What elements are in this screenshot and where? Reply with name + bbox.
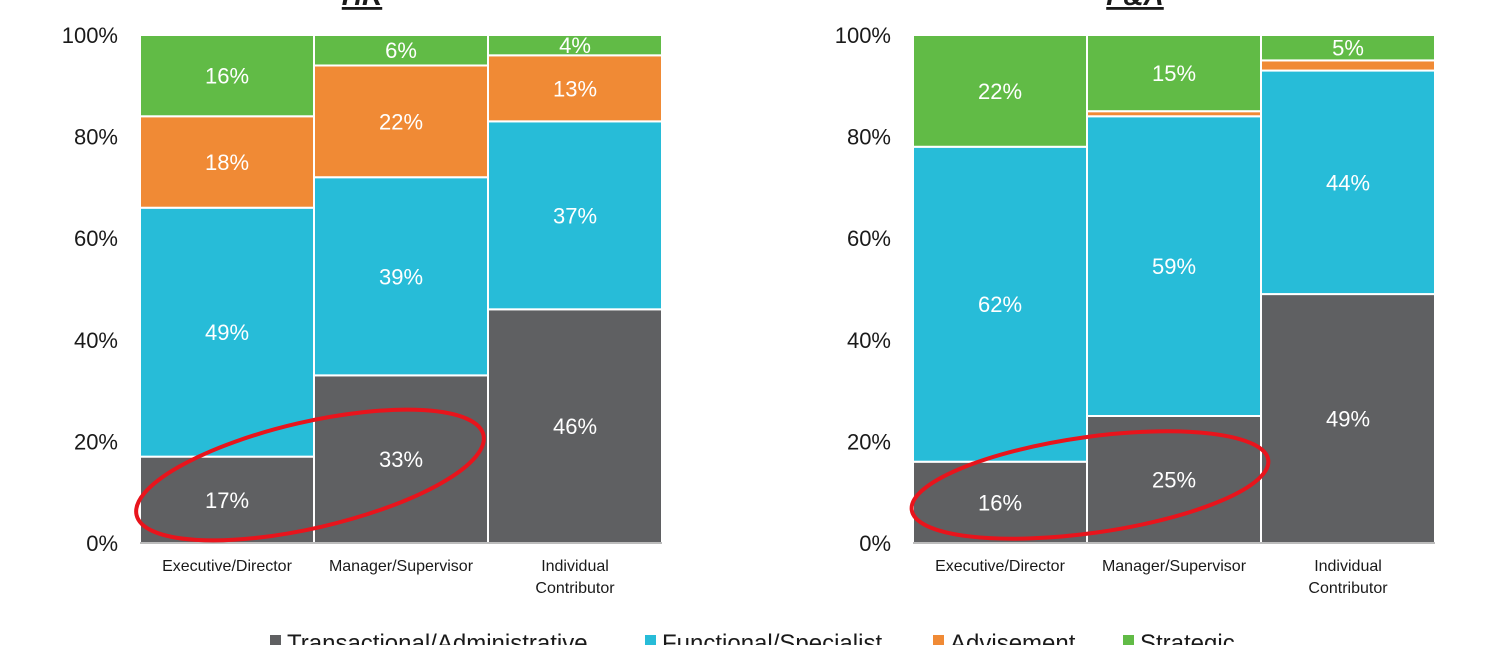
category-label: Manager/Supervisor bbox=[329, 558, 474, 575]
y-tick-label: 60% bbox=[74, 226, 118, 251]
legend-label: Advisement bbox=[950, 630, 1076, 645]
data-label: 22% bbox=[978, 79, 1022, 104]
category-label: Manager/Supervisor bbox=[1102, 558, 1247, 575]
chart-title: HR bbox=[342, 0, 383, 11]
category-label: Contributor bbox=[535, 580, 615, 597]
data-label: 39% bbox=[379, 264, 423, 289]
chart-panel-1: HR 0% 20% 40% 60% 80% 100% 17% 49% 18% 16% Executiv… bbox=[62, 0, 663, 597]
data-label: 6% bbox=[385, 38, 417, 63]
legend-label: Transactional/Administrative bbox=[287, 630, 588, 645]
category-label: Individual bbox=[541, 558, 609, 575]
highlight-ellipse bbox=[134, 407, 486, 543]
data-label: 5% bbox=[1332, 36, 1364, 61]
bar-segment-advisement bbox=[313, 64, 489, 179]
legend-label: Strategic bbox=[1140, 630, 1235, 645]
chart-panel-2: F&A 0% 20% 40% 60% 80% 100% 16% 62% 22% Executive/… bbox=[835, 0, 1436, 597]
category-label: Contributor bbox=[1308, 580, 1388, 597]
legend-swatch bbox=[1123, 635, 1134, 645]
y-tick-label: 80% bbox=[847, 125, 891, 150]
y-tick-label: 60% bbox=[847, 226, 891, 251]
y-tick-label: 80% bbox=[74, 125, 118, 150]
data-label: 13% bbox=[553, 76, 597, 101]
legend-swatch bbox=[645, 635, 656, 645]
data-label: 4% bbox=[559, 33, 591, 58]
data-label: 15% bbox=[1152, 61, 1196, 86]
highlight-ellipse bbox=[909, 429, 1271, 541]
data-label: 25% bbox=[1152, 468, 1196, 493]
data-label: 46% bbox=[553, 414, 597, 439]
y-tick-label: 40% bbox=[74, 328, 118, 353]
legend-label: Functional/Specialist bbox=[662, 630, 882, 645]
data-label: 49% bbox=[1326, 407, 1370, 432]
y-tick-label: 0% bbox=[86, 531, 118, 556]
bar-segment-functional-specialist bbox=[313, 176, 489, 377]
bar-segment-strategic bbox=[313, 34, 489, 67]
bar-segment-transactional-administrative bbox=[1260, 293, 1436, 544]
bar-segment-transactional-administrative bbox=[313, 374, 489, 544]
data-label: 44% bbox=[1326, 170, 1370, 195]
bar-segment-advisement bbox=[487, 54, 663, 123]
bar-segment-strategic bbox=[1260, 34, 1436, 62]
data-label: 37% bbox=[553, 203, 597, 228]
bar-segment-strategic bbox=[487, 34, 663, 57]
y-tick-label: 40% bbox=[847, 328, 891, 353]
y-tick-label: 0% bbox=[859, 531, 891, 556]
data-label: 17% bbox=[205, 488, 249, 513]
data-label: 33% bbox=[379, 447, 423, 472]
bar-segment-functional-specialist bbox=[487, 120, 663, 311]
data-label: 59% bbox=[1152, 254, 1196, 279]
y-tick-label: 100% bbox=[835, 23, 891, 48]
bar-segment-functional-specialist bbox=[139, 206, 315, 458]
data-label: 62% bbox=[978, 292, 1022, 317]
bar-segment-functional-specialist bbox=[1086, 115, 1262, 417]
y-tick-label: 100% bbox=[62, 23, 118, 48]
data-label: 16% bbox=[205, 64, 249, 89]
category-label: Executive/Director bbox=[935, 558, 1065, 575]
bar-segment-functional-specialist bbox=[1260, 69, 1436, 296]
legend: Transactional/Administrative Functional/S… bbox=[270, 630, 1235, 645]
chart-title: F&A bbox=[1106, 0, 1164, 11]
category-label: Executive/Director bbox=[162, 558, 292, 575]
data-label: 16% bbox=[978, 490, 1022, 515]
y-tick-label: 20% bbox=[74, 429, 118, 454]
bar-segment-advisement bbox=[1260, 59, 1436, 72]
bar-segment-strategic bbox=[1086, 34, 1262, 113]
bar-segment-strategic bbox=[912, 34, 1088, 148]
bar-segment-functional-specialist bbox=[912, 145, 1088, 463]
y-tick-label: 20% bbox=[847, 429, 891, 454]
category-label: Individual bbox=[1314, 558, 1382, 575]
legend-swatch bbox=[270, 635, 281, 645]
data-label: 22% bbox=[379, 109, 423, 134]
legend-swatch bbox=[933, 635, 944, 645]
data-label: 49% bbox=[205, 320, 249, 345]
data-label: 18% bbox=[205, 150, 249, 175]
